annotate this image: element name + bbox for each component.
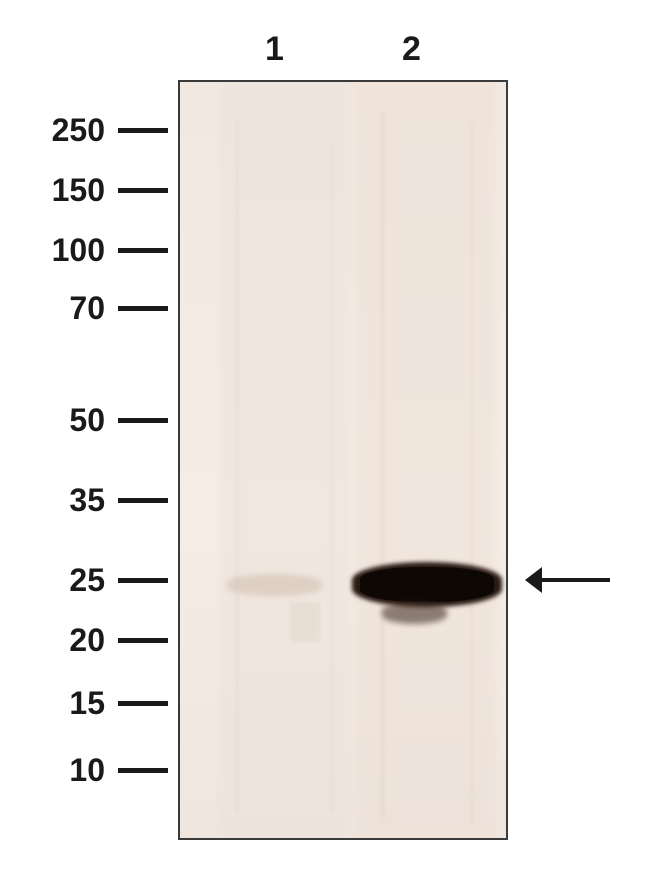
marker-label-70: 70 xyxy=(69,290,105,327)
streak xyxy=(330,142,333,812)
marker-tick xyxy=(118,498,168,503)
marker-label-150: 150 xyxy=(52,172,105,209)
lane2-tint xyxy=(355,82,495,838)
marker-tick xyxy=(118,306,168,311)
marker-tick xyxy=(118,701,168,706)
marker-tick xyxy=(118,638,168,643)
band-arrow-shaft xyxy=(540,578,610,582)
marker-label-20: 20 xyxy=(69,622,105,659)
marker-label-15: 15 xyxy=(69,685,105,722)
marker-label-35: 35 xyxy=(69,482,105,519)
faint-band-lane1 xyxy=(227,574,322,596)
western-blot-membrane xyxy=(178,80,508,840)
marker-label-50: 50 xyxy=(69,402,105,439)
marker-tick xyxy=(118,418,168,423)
streak xyxy=(380,112,385,822)
protein-band-core xyxy=(360,567,494,602)
streak xyxy=(290,602,320,642)
lane-label-1: 1 xyxy=(265,30,284,69)
marker-tick xyxy=(118,578,168,583)
streak xyxy=(235,122,239,812)
marker-tick xyxy=(118,248,168,253)
marker-label-250: 250 xyxy=(52,112,105,149)
marker-tick xyxy=(118,768,168,773)
marker-label-10: 10 xyxy=(69,752,105,789)
band-arrow-head-icon xyxy=(525,567,542,593)
marker-label-25: 25 xyxy=(69,562,105,599)
marker-tick xyxy=(118,188,168,193)
protein-band-tail xyxy=(382,602,447,624)
figure-container: 1 2 250 150 100 70 50 35 25 20 15 10 xyxy=(0,0,650,870)
marker-label-100: 100 xyxy=(52,232,105,269)
marker-tick xyxy=(118,128,168,133)
streak xyxy=(470,122,474,822)
lane-label-2: 2 xyxy=(402,30,421,69)
